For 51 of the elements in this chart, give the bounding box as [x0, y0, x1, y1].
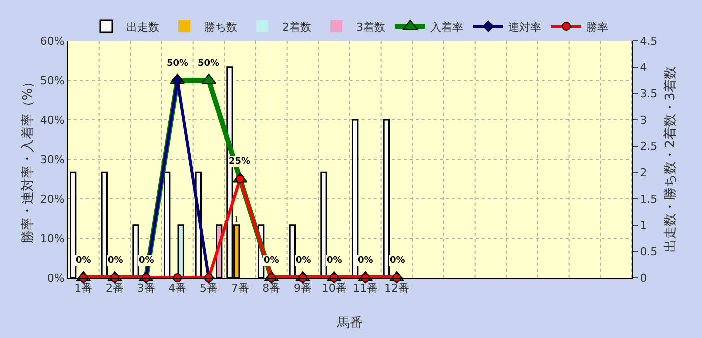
x-tick-label: 7番 [231, 282, 250, 296]
y-tick-label: 0% [47, 272, 65, 285]
data-label: 0% [327, 256, 342, 266]
data-label: 0% [76, 256, 92, 266]
y-axis-title: 勝率・連対率・入着率（%） [20, 75, 36, 244]
point [172, 74, 184, 86]
legend-label: 勝ち数 [204, 20, 238, 34]
legend-label: 出走数 [126, 20, 160, 34]
legend-label: 勝率 [586, 20, 608, 34]
data-label: 1 [234, 214, 240, 225]
data-label: 0% [108, 256, 124, 266]
y-tick-label: 10% [40, 232, 65, 246]
x-tick-label: 4番 [168, 282, 187, 296]
y2-tick-label: 3 [640, 114, 648, 127]
legend-label: 入着率 [430, 20, 464, 34]
y-tick-label: 20% [40, 192, 65, 206]
y2-axis-title: 出走数・勝ち数・2着数・3着数 [662, 66, 678, 252]
data-label: 0% [264, 256, 280, 266]
x-axis-title: 馬番 [336, 316, 363, 331]
y-tick-label: 50% [40, 74, 65, 88]
y2-tick-label: 2 [640, 166, 648, 180]
x-tick-label: 5番 [200, 282, 218, 296]
x-tick-label: 8番 [262, 282, 281, 296]
x-tick-label: 10番 [322, 282, 347, 296]
y2-tick-label: 1.5 [640, 192, 658, 206]
data-label: 0% [296, 256, 312, 266]
x-tick-label: 11番 [353, 282, 378, 296]
data-label: 0% [390, 256, 406, 266]
y2-tick-label: 4 [640, 61, 648, 74]
x-tick-label: 1番 [74, 282, 93, 296]
y2-tick-label: 4.5 [640, 34, 658, 48]
x-tick-label: 3番 [137, 282, 156, 296]
legend-label: 連対率 [508, 20, 542, 34]
y-tick-label: 40% [40, 114, 65, 127]
y2-tick-label: 3.5 [640, 88, 658, 101]
legend-label: 2着数 [282, 20, 312, 34]
y2-tick-label: 0 [640, 272, 648, 285]
x-tick-label: 12番 [384, 282, 410, 296]
x-tick-label: 9番 [294, 282, 312, 296]
data-label: 50% [167, 59, 189, 69]
y-tick-label: 60% [40, 34, 65, 48]
data-label: 25% [229, 157, 251, 167]
y2-tick-label: 0.5 [640, 246, 658, 259]
data-label: 50% [198, 59, 220, 69]
y2-tick-label: 2.5 [640, 140, 658, 154]
y2-tick-label: 1 [640, 219, 648, 232]
legend-label: 3着数 [356, 20, 386, 34]
data-label: 0% [358, 256, 374, 266]
y-tick-label: 30% [40, 153, 65, 166]
x-tick-label: 2番 [106, 282, 124, 296]
data-label: 0% [139, 256, 154, 266]
